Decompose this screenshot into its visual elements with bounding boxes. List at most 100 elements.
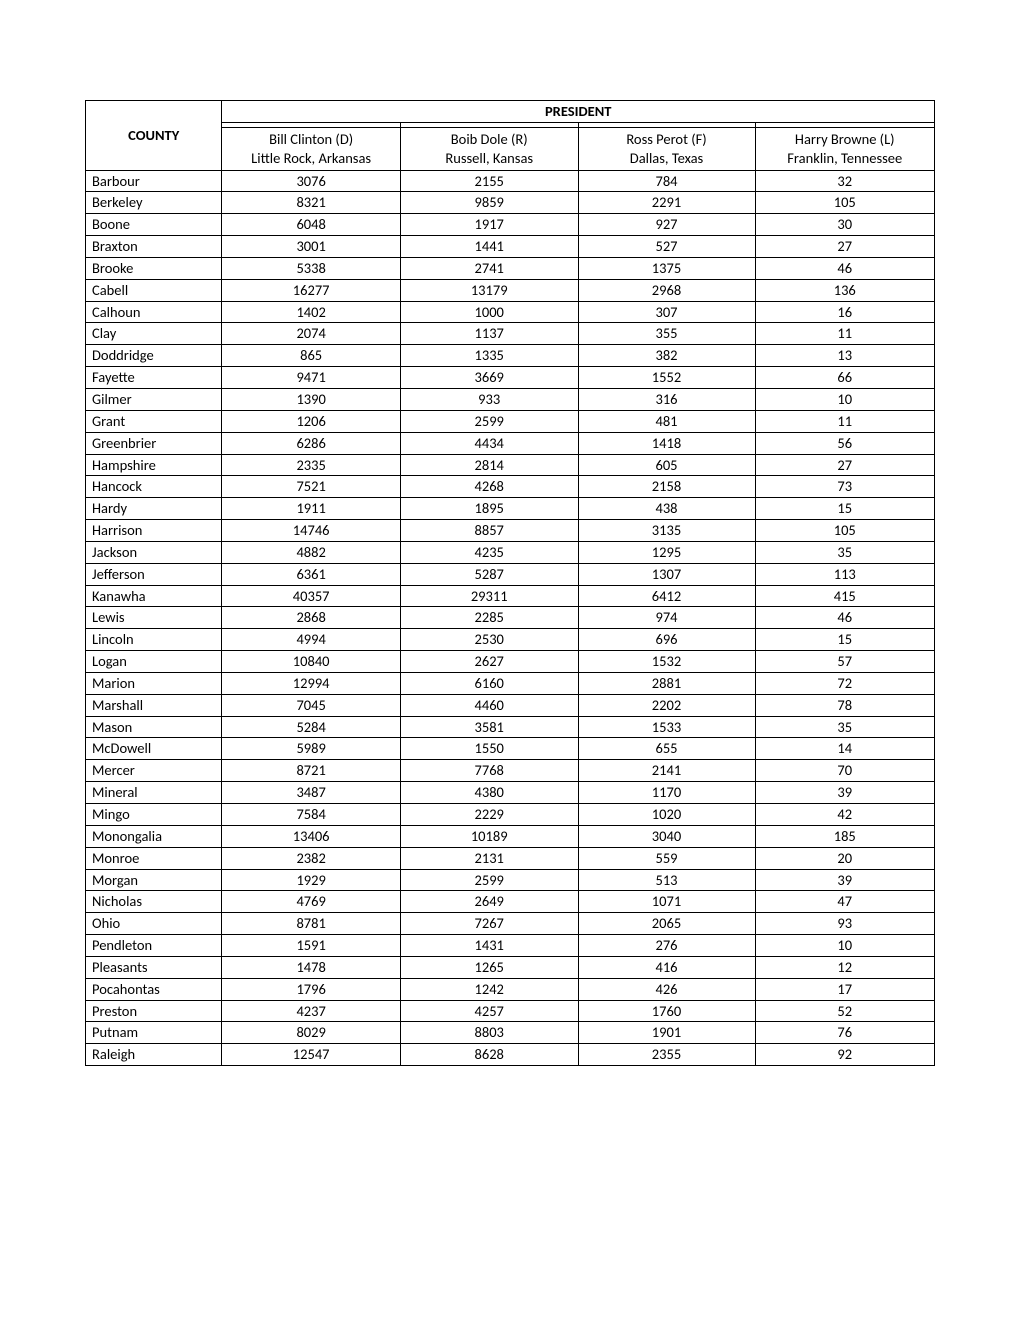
county-cell: Logan <box>86 651 222 673</box>
table-row: Hardy1911189543815 <box>86 498 935 520</box>
president-header: PRESIDENT <box>222 101 935 123</box>
vote-cell: 2158 <box>578 476 755 498</box>
county-cell: Hardy <box>86 498 222 520</box>
vote-cell: 481 <box>578 410 755 432</box>
vote-cell: 10 <box>755 935 935 957</box>
table-row: Lincoln4994253069615 <box>86 629 935 651</box>
vote-cell: 4434 <box>400 432 578 454</box>
vote-cell: 1929 <box>222 869 401 891</box>
vote-cell: 1020 <box>578 804 755 826</box>
vote-cell: 72 <box>755 672 935 694</box>
vote-cell: 73 <box>755 476 935 498</box>
candidate-header-dole: Boib Dole (R) Russell, Kansas <box>400 127 578 170</box>
table-row: Barbour3076215578432 <box>86 170 935 192</box>
table-row: Jackson48824235129535 <box>86 541 935 563</box>
table-row: Raleigh125478628235592 <box>86 1044 935 1066</box>
vote-cell: 27 <box>755 454 935 476</box>
vote-cell: 1242 <box>400 978 578 1000</box>
county-cell: Morgan <box>86 869 222 891</box>
vote-cell: 1307 <box>578 563 755 585</box>
vote-cell: 8857 <box>400 520 578 542</box>
vote-cell: 15 <box>755 498 935 520</box>
candidate-name: Bill Clinton (D) <box>226 130 396 149</box>
vote-cell: 2599 <box>400 869 578 891</box>
candidate-name: Boib Dole (R) <box>405 130 574 149</box>
vote-cell: 655 <box>578 738 755 760</box>
vote-cell: 4268 <box>400 476 578 498</box>
vote-cell: 4380 <box>400 782 578 804</box>
vote-cell: 39 <box>755 869 935 891</box>
vote-cell: 136 <box>755 279 935 301</box>
county-cell: Pocahontas <box>86 978 222 1000</box>
table-row: Berkeley832198592291105 <box>86 192 935 214</box>
vote-cell: 14746 <box>222 520 401 542</box>
vote-cell: 1206 <box>222 410 401 432</box>
table-row: Kanawha40357293116412415 <box>86 585 935 607</box>
vote-cell: 3076 <box>222 170 401 192</box>
vote-cell: 30 <box>755 214 935 236</box>
table-row: Pocahontas1796124242617 <box>86 978 935 1000</box>
vote-cell: 1895 <box>400 498 578 520</box>
vote-cell: 66 <box>755 367 935 389</box>
county-cell: Marion <box>86 672 222 694</box>
vote-cell: 2968 <box>578 279 755 301</box>
vote-cell: 2065 <box>578 913 755 935</box>
vote-cell: 6286 <box>222 432 401 454</box>
vote-cell: 1402 <box>222 301 401 323</box>
vote-cell: 1071 <box>578 891 755 913</box>
county-cell: Cabell <box>86 279 222 301</box>
vote-cell: 513 <box>578 869 755 891</box>
table-row: Marion129946160288172 <box>86 672 935 694</box>
vote-cell: 5338 <box>222 257 401 279</box>
county-cell: Mercer <box>86 760 222 782</box>
vote-cell: 7267 <box>400 913 578 935</box>
vote-cell: 3487 <box>222 782 401 804</box>
vote-cell: 4882 <box>222 541 401 563</box>
county-cell: Braxton <box>86 236 222 258</box>
candidate-origin: Franklin, Tennessee <box>760 149 931 168</box>
vote-cell: 8721 <box>222 760 401 782</box>
county-cell: Lincoln <box>86 629 222 651</box>
vote-cell: 17 <box>755 978 935 1000</box>
vote-cell: 865 <box>222 345 401 367</box>
table-row: Calhoun1402100030716 <box>86 301 935 323</box>
vote-cell: 4769 <box>222 891 401 913</box>
vote-cell: 15 <box>755 629 935 651</box>
vote-cell: 13179 <box>400 279 578 301</box>
vote-cell: 105 <box>755 520 935 542</box>
vote-cell: 1901 <box>578 1022 755 1044</box>
vote-cell: 1137 <box>400 323 578 345</box>
candidate-header-perot: Ross Perot (F) Dallas, Texas <box>578 127 755 170</box>
vote-cell: 105 <box>755 192 935 214</box>
table-row: McDowell5989155065514 <box>86 738 935 760</box>
vote-cell: 76 <box>755 1022 935 1044</box>
vote-cell: 307 <box>578 301 755 323</box>
vote-cell: 1550 <box>400 738 578 760</box>
vote-cell: 40357 <box>222 585 401 607</box>
vote-cell: 5989 <box>222 738 401 760</box>
vote-cell: 1265 <box>400 956 578 978</box>
vote-cell: 1000 <box>400 301 578 323</box>
vote-cell: 42 <box>755 804 935 826</box>
vote-cell: 70 <box>755 760 935 782</box>
table-row: Brooke53382741137546 <box>86 257 935 279</box>
county-cell: Preston <box>86 1000 222 1022</box>
vote-cell: 2382 <box>222 847 401 869</box>
table-row: Harrison1474688573135105 <box>86 520 935 542</box>
vote-cell: 784 <box>578 170 755 192</box>
table-row: Logan108402627153257 <box>86 651 935 673</box>
vote-cell: 12 <box>755 956 935 978</box>
table-row: Pendleton1591143127610 <box>86 935 935 957</box>
vote-cell: 1375 <box>578 257 755 279</box>
table-row: Fayette94713669155266 <box>86 367 935 389</box>
vote-cell: 2355 <box>578 1044 755 1066</box>
county-cell: Berkeley <box>86 192 222 214</box>
vote-cell: 13 <box>755 345 935 367</box>
county-cell: Nicholas <box>86 891 222 913</box>
county-cell: Mingo <box>86 804 222 826</box>
vote-cell: 92 <box>755 1044 935 1066</box>
vote-cell: 46 <box>755 607 935 629</box>
vote-cell: 7521 <box>222 476 401 498</box>
county-cell: Monongalia <box>86 825 222 847</box>
vote-cell: 78 <box>755 694 935 716</box>
